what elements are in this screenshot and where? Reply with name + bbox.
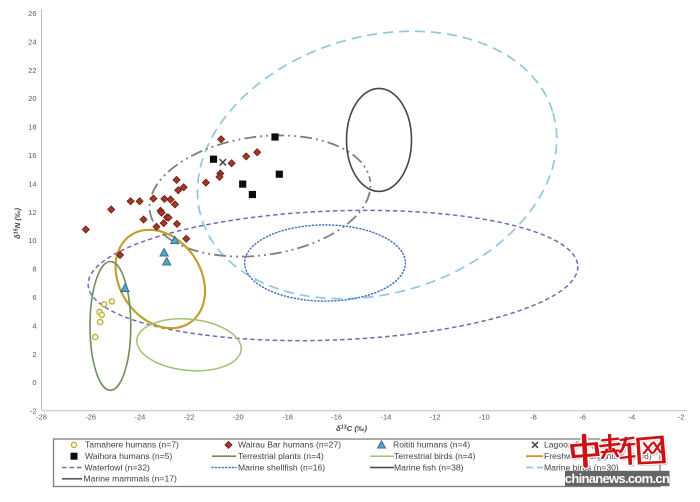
svg-text:Tamahere humans (n=7): Tamahere humans (n=7) [85,440,179,450]
svg-text:16: 16 [28,151,36,160]
svg-text:-28: -28 [36,413,47,422]
svg-text:Terrestrial birds (n=4): Terrestrial birds (n=4) [394,451,476,461]
svg-text:-2: -2 [30,407,37,416]
svg-text:-24: -24 [134,413,145,422]
svg-text:-2: -2 [678,413,685,422]
svg-text:Marine fish (n=38): Marine fish (n=38) [394,462,464,472]
svg-text:12: 12 [28,208,36,217]
svg-text:-12: -12 [430,413,441,422]
svg-text:20: 20 [28,94,36,103]
svg-text:Marine mammals (n=17): Marine mammals (n=17) [84,474,178,484]
svg-text:Roititi humans (n=4): Roititi humans (n=4) [393,440,470,450]
svg-text:Waihora humans (n=5): Waihora humans (n=5) [85,451,172,461]
svg-text:-18: -18 [282,413,293,422]
svg-text:22: 22 [28,66,36,75]
svg-text:-14: -14 [380,413,391,422]
svg-text:-26: -26 [85,413,96,422]
svg-text:6: 6 [32,293,36,302]
svg-text:Waterfowl (n=32): Waterfowl (n=32) [85,462,150,472]
svg-text:-6: -6 [579,413,586,422]
svg-text:-22: -22 [184,413,195,422]
svg-text:24: 24 [28,37,36,46]
svg-text:δ15N (‰): δ15N (‰) [13,208,22,239]
svg-text:δ13C (‰): δ13C (‰) [336,424,367,433]
svg-text:Terrestrial plants (n=4): Terrestrial plants (n=4) [238,451,324,461]
svg-text:-16: -16 [331,413,342,422]
svg-text:10: 10 [28,236,36,245]
svg-text:0: 0 [32,378,36,387]
svg-text:chinanews.com.cn: chinanews.com.cn [565,471,670,486]
svg-text:-20: -20 [233,413,244,422]
svg-text:-10: -10 [479,413,490,422]
svg-text:26: 26 [28,9,36,18]
svg-text:14: 14 [28,179,36,188]
svg-text:4: 4 [32,321,36,330]
svg-text:-4: -4 [629,413,636,422]
svg-text:8: 8 [32,265,36,274]
svg-text:Marine shellfish (n=16): Marine shellfish (n=16) [238,462,325,472]
svg-text:2: 2 [32,350,36,359]
svg-text:18: 18 [28,123,36,132]
svg-text:Wairau Bar humans (n=27): Wairau Bar humans (n=27) [238,440,341,450]
svg-text:Marine birds (n=30): Marine birds (n=30) [544,462,619,472]
svg-text:-8: -8 [530,413,537,422]
